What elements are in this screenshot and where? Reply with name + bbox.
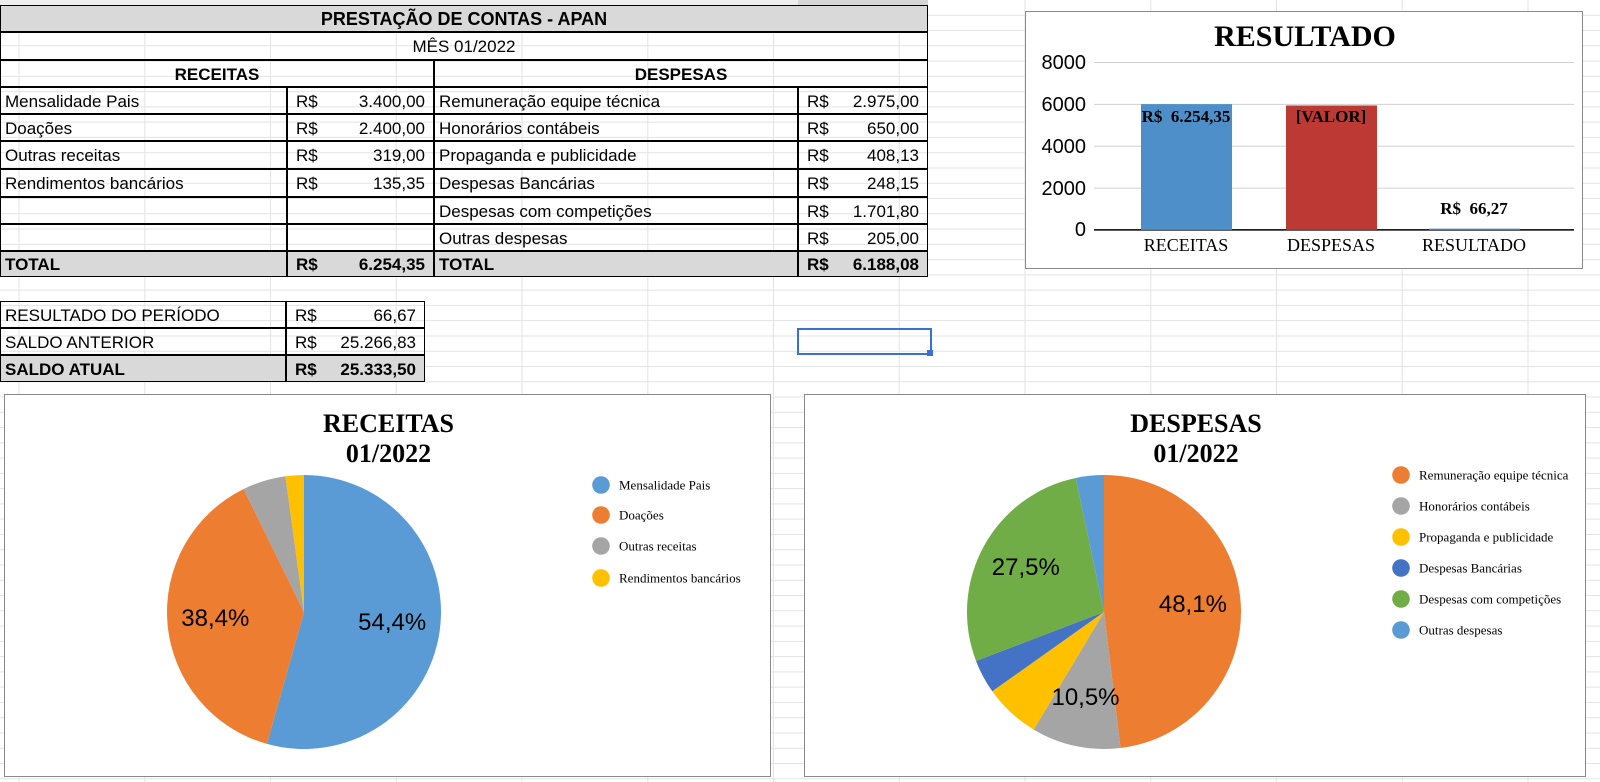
svg-text:0: 0: [1075, 219, 1086, 241]
svg-text:RESULTADO: RESULTADO: [1422, 235, 1526, 255]
svg-text:RECEITAS: RECEITAS: [1144, 235, 1229, 255]
svg-text:Honorários contábeis: Honorários contábeis: [1419, 499, 1530, 514]
svg-text:Doações: Doações: [619, 508, 664, 523]
svg-text:Despesas com competições: Despesas com competições: [1419, 592, 1561, 607]
svg-text:Rendimentos bancários: Rendimentos bancários: [619, 571, 741, 586]
svg-text:6000: 6000: [1042, 94, 1087, 116]
svg-text:Mensalidade Pais: Mensalidade Pais: [619, 478, 710, 493]
svg-text:48,1%: 48,1%: [1159, 591, 1227, 618]
svg-text:10,5%: 10,5%: [1051, 684, 1119, 711]
svg-text:Outras receitas: Outras receitas: [619, 539, 697, 554]
svg-text:R$ 66,27: R$ 66,27: [1440, 199, 1508, 218]
svg-text:8000: 8000: [1042, 52, 1087, 74]
svg-text:Propaganda e publicidade: Propaganda e publicidade: [1419, 530, 1554, 545]
svg-text:54,4%: 54,4%: [358, 609, 426, 636]
svg-text:R$ 6.254,35: R$ 6.254,35: [1142, 107, 1231, 126]
svg-text:2000: 2000: [1042, 178, 1087, 200]
svg-text:Despesas Bancárias: Despesas Bancárias: [1419, 561, 1522, 576]
svg-text:Outras despesas: Outras despesas: [1419, 623, 1502, 638]
svg-text:27,5%: 27,5%: [992, 554, 1060, 581]
svg-text:Remuneração equipe técnica: Remuneração equipe técnica: [1419, 468, 1569, 483]
svg-text:38,4%: 38,4%: [181, 605, 249, 632]
svg-text:DESPESAS: DESPESAS: [1287, 235, 1375, 255]
svg-text:[VALOR]: [VALOR]: [1296, 107, 1367, 126]
svg-text:4000: 4000: [1042, 136, 1087, 158]
